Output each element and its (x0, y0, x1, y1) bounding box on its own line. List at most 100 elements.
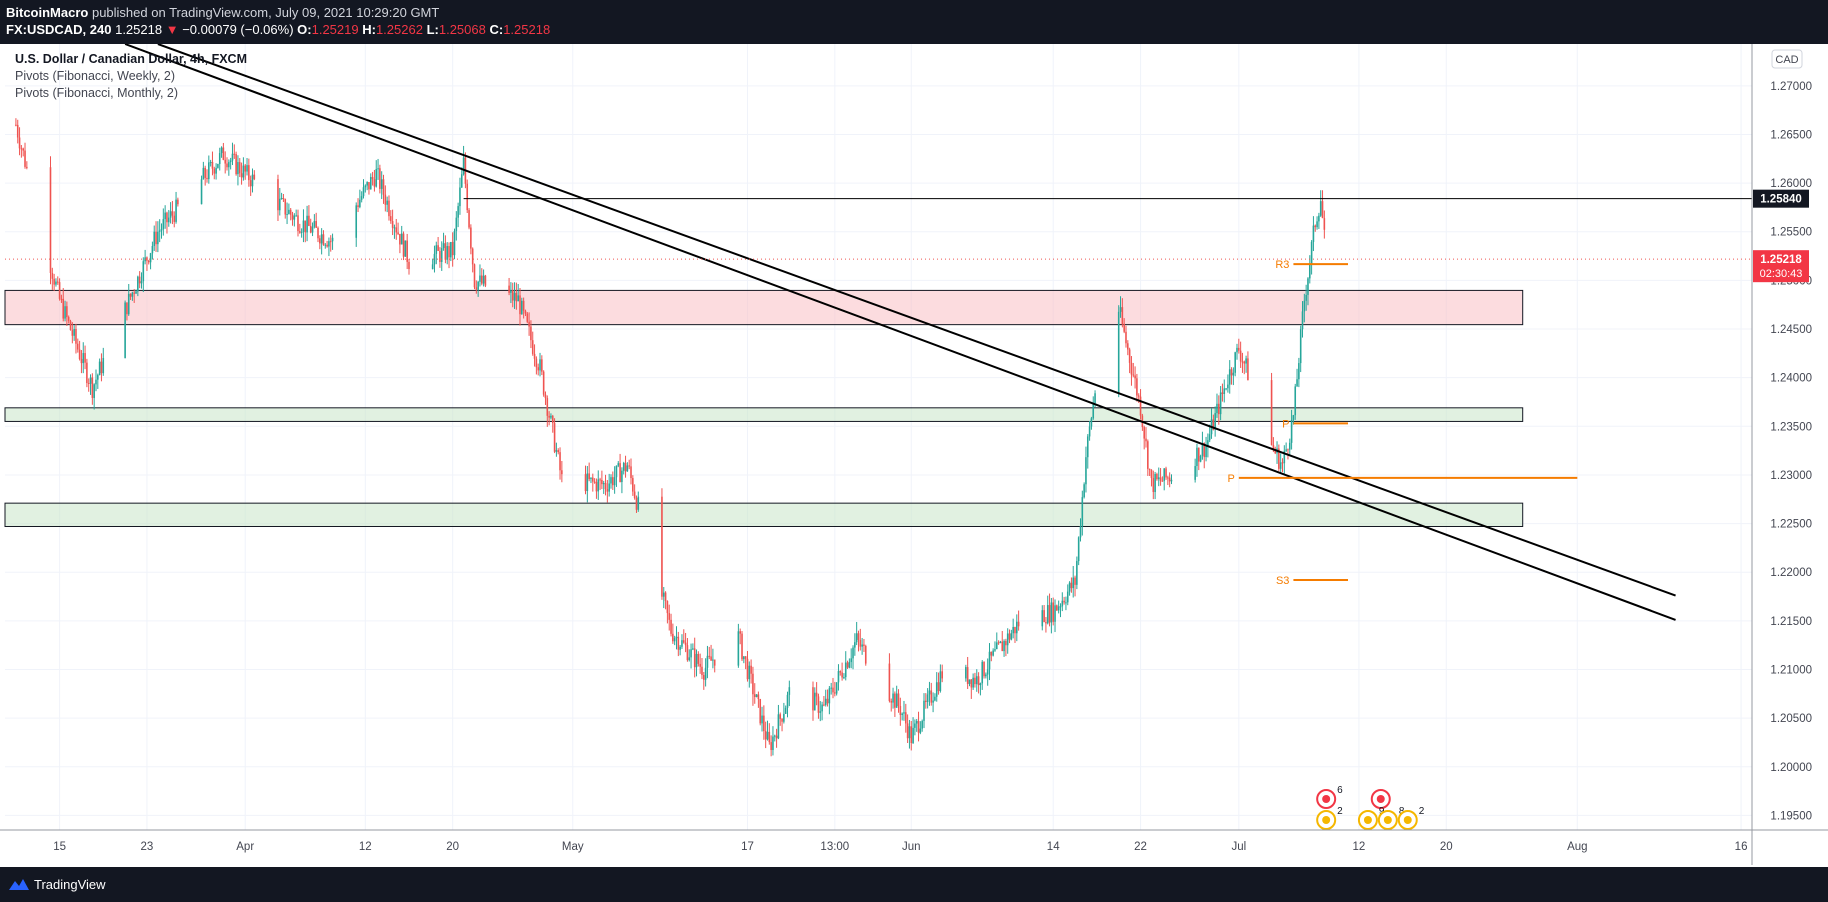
candle-body (16, 124, 19, 138)
candle-body (985, 674, 987, 677)
candle (817, 693, 820, 719)
candle-body (297, 215, 299, 232)
candle (149, 252, 152, 270)
candle-body (1279, 462, 1282, 469)
candle-body (1148, 468, 1151, 470)
candle-body (932, 700, 934, 703)
x-tick-label: 17 (741, 841, 754, 853)
candle-body (921, 720, 923, 729)
candle (775, 728, 778, 748)
candle-body (56, 281, 59, 283)
tradingview-logo-icon[interactable] (8, 876, 30, 892)
indicator-monthly-pivots[interactable]: Pivots (Fibonacci, Monthly, 2) (15, 86, 179, 100)
candle (1130, 356, 1133, 386)
support-resistance-zones (4, 289, 1524, 527)
x-tick-label: Jul (1231, 841, 1246, 853)
candle (64, 300, 66, 322)
candle-body (1154, 473, 1156, 493)
candle (895, 685, 898, 708)
candle-body (1059, 606, 1062, 608)
candle-body (1299, 329, 1302, 364)
candle-body (431, 264, 434, 270)
candle (1161, 476, 1164, 482)
candle-body (1046, 605, 1049, 624)
event-flag-dot (1383, 816, 1392, 824)
candle (306, 205, 308, 242)
candle-body (737, 631, 740, 666)
candle (935, 672, 938, 702)
candle-body (324, 244, 327, 246)
candle (289, 208, 292, 221)
candle-body (1050, 602, 1053, 623)
author-name[interactable]: BitcoinMacro (6, 5, 89, 20)
candle-body (672, 633, 674, 642)
candle-body (823, 704, 825, 706)
candle (453, 228, 456, 260)
candle-body (621, 470, 623, 483)
candle-body (408, 261, 410, 270)
candle (630, 458, 632, 485)
candle-body (1065, 602, 1067, 604)
candle (668, 604, 671, 631)
candle (15, 118, 17, 127)
candle-body (854, 642, 856, 648)
candle-body (1170, 479, 1173, 482)
candle (1076, 556, 1078, 590)
candle (311, 222, 314, 237)
candle (1077, 536, 1080, 566)
candle-body (329, 241, 332, 243)
candle (693, 637, 696, 678)
candle-body (62, 298, 65, 319)
candle (530, 320, 532, 349)
candle-body (406, 240, 408, 262)
footer-brand[interactable]: TradingView (34, 877, 106, 892)
candle (999, 640, 1002, 644)
candle (968, 679, 971, 687)
candle-body (521, 300, 523, 315)
candle (226, 157, 228, 171)
candle-body (684, 642, 687, 646)
currency-label: CAD (1775, 54, 1798, 66)
candle (1054, 599, 1056, 633)
candle (515, 282, 518, 310)
candle (1016, 614, 1018, 642)
candle-body (994, 649, 996, 651)
candle (1270, 372, 1273, 446)
candle-body (895, 693, 898, 708)
candle-body (606, 489, 609, 492)
candle (433, 245, 436, 273)
candle-body (1072, 577, 1075, 589)
candle (56, 276, 59, 285)
candle-body (78, 349, 81, 359)
candle (218, 147, 221, 171)
candle (400, 225, 403, 245)
candle (368, 182, 370, 195)
candle-body (557, 450, 560, 453)
candle-body (1167, 477, 1169, 479)
candle-body (593, 481, 596, 483)
candle (763, 705, 765, 740)
candle-body (93, 384, 95, 398)
event-flag-dot (1403, 816, 1412, 824)
candle-body (1159, 477, 1162, 481)
candle-body (604, 483, 607, 490)
candle (437, 237, 439, 252)
candle-body (815, 692, 818, 697)
price-chart[interactable]: R3 P P S3 6 2 9 8 2 1.27000 1.26500 1.26000 1.2550… (0, 44, 1828, 867)
candle (448, 242, 450, 269)
candle-body (832, 687, 834, 693)
candle (834, 681, 836, 697)
candle (681, 634, 683, 649)
candle (24, 142, 26, 169)
candle (584, 465, 587, 495)
candle (617, 461, 620, 468)
candle-body (435, 245, 438, 254)
indicator-weekly-pivots[interactable]: Pivots (Fibonacci, Weekly, 2) (15, 69, 176, 83)
candle (519, 288, 521, 326)
candle (1247, 351, 1249, 381)
candle-body (1006, 633, 1009, 646)
candle-body (382, 179, 385, 195)
candle-body (528, 321, 530, 327)
candle-body (242, 165, 245, 178)
candle (1003, 639, 1005, 657)
